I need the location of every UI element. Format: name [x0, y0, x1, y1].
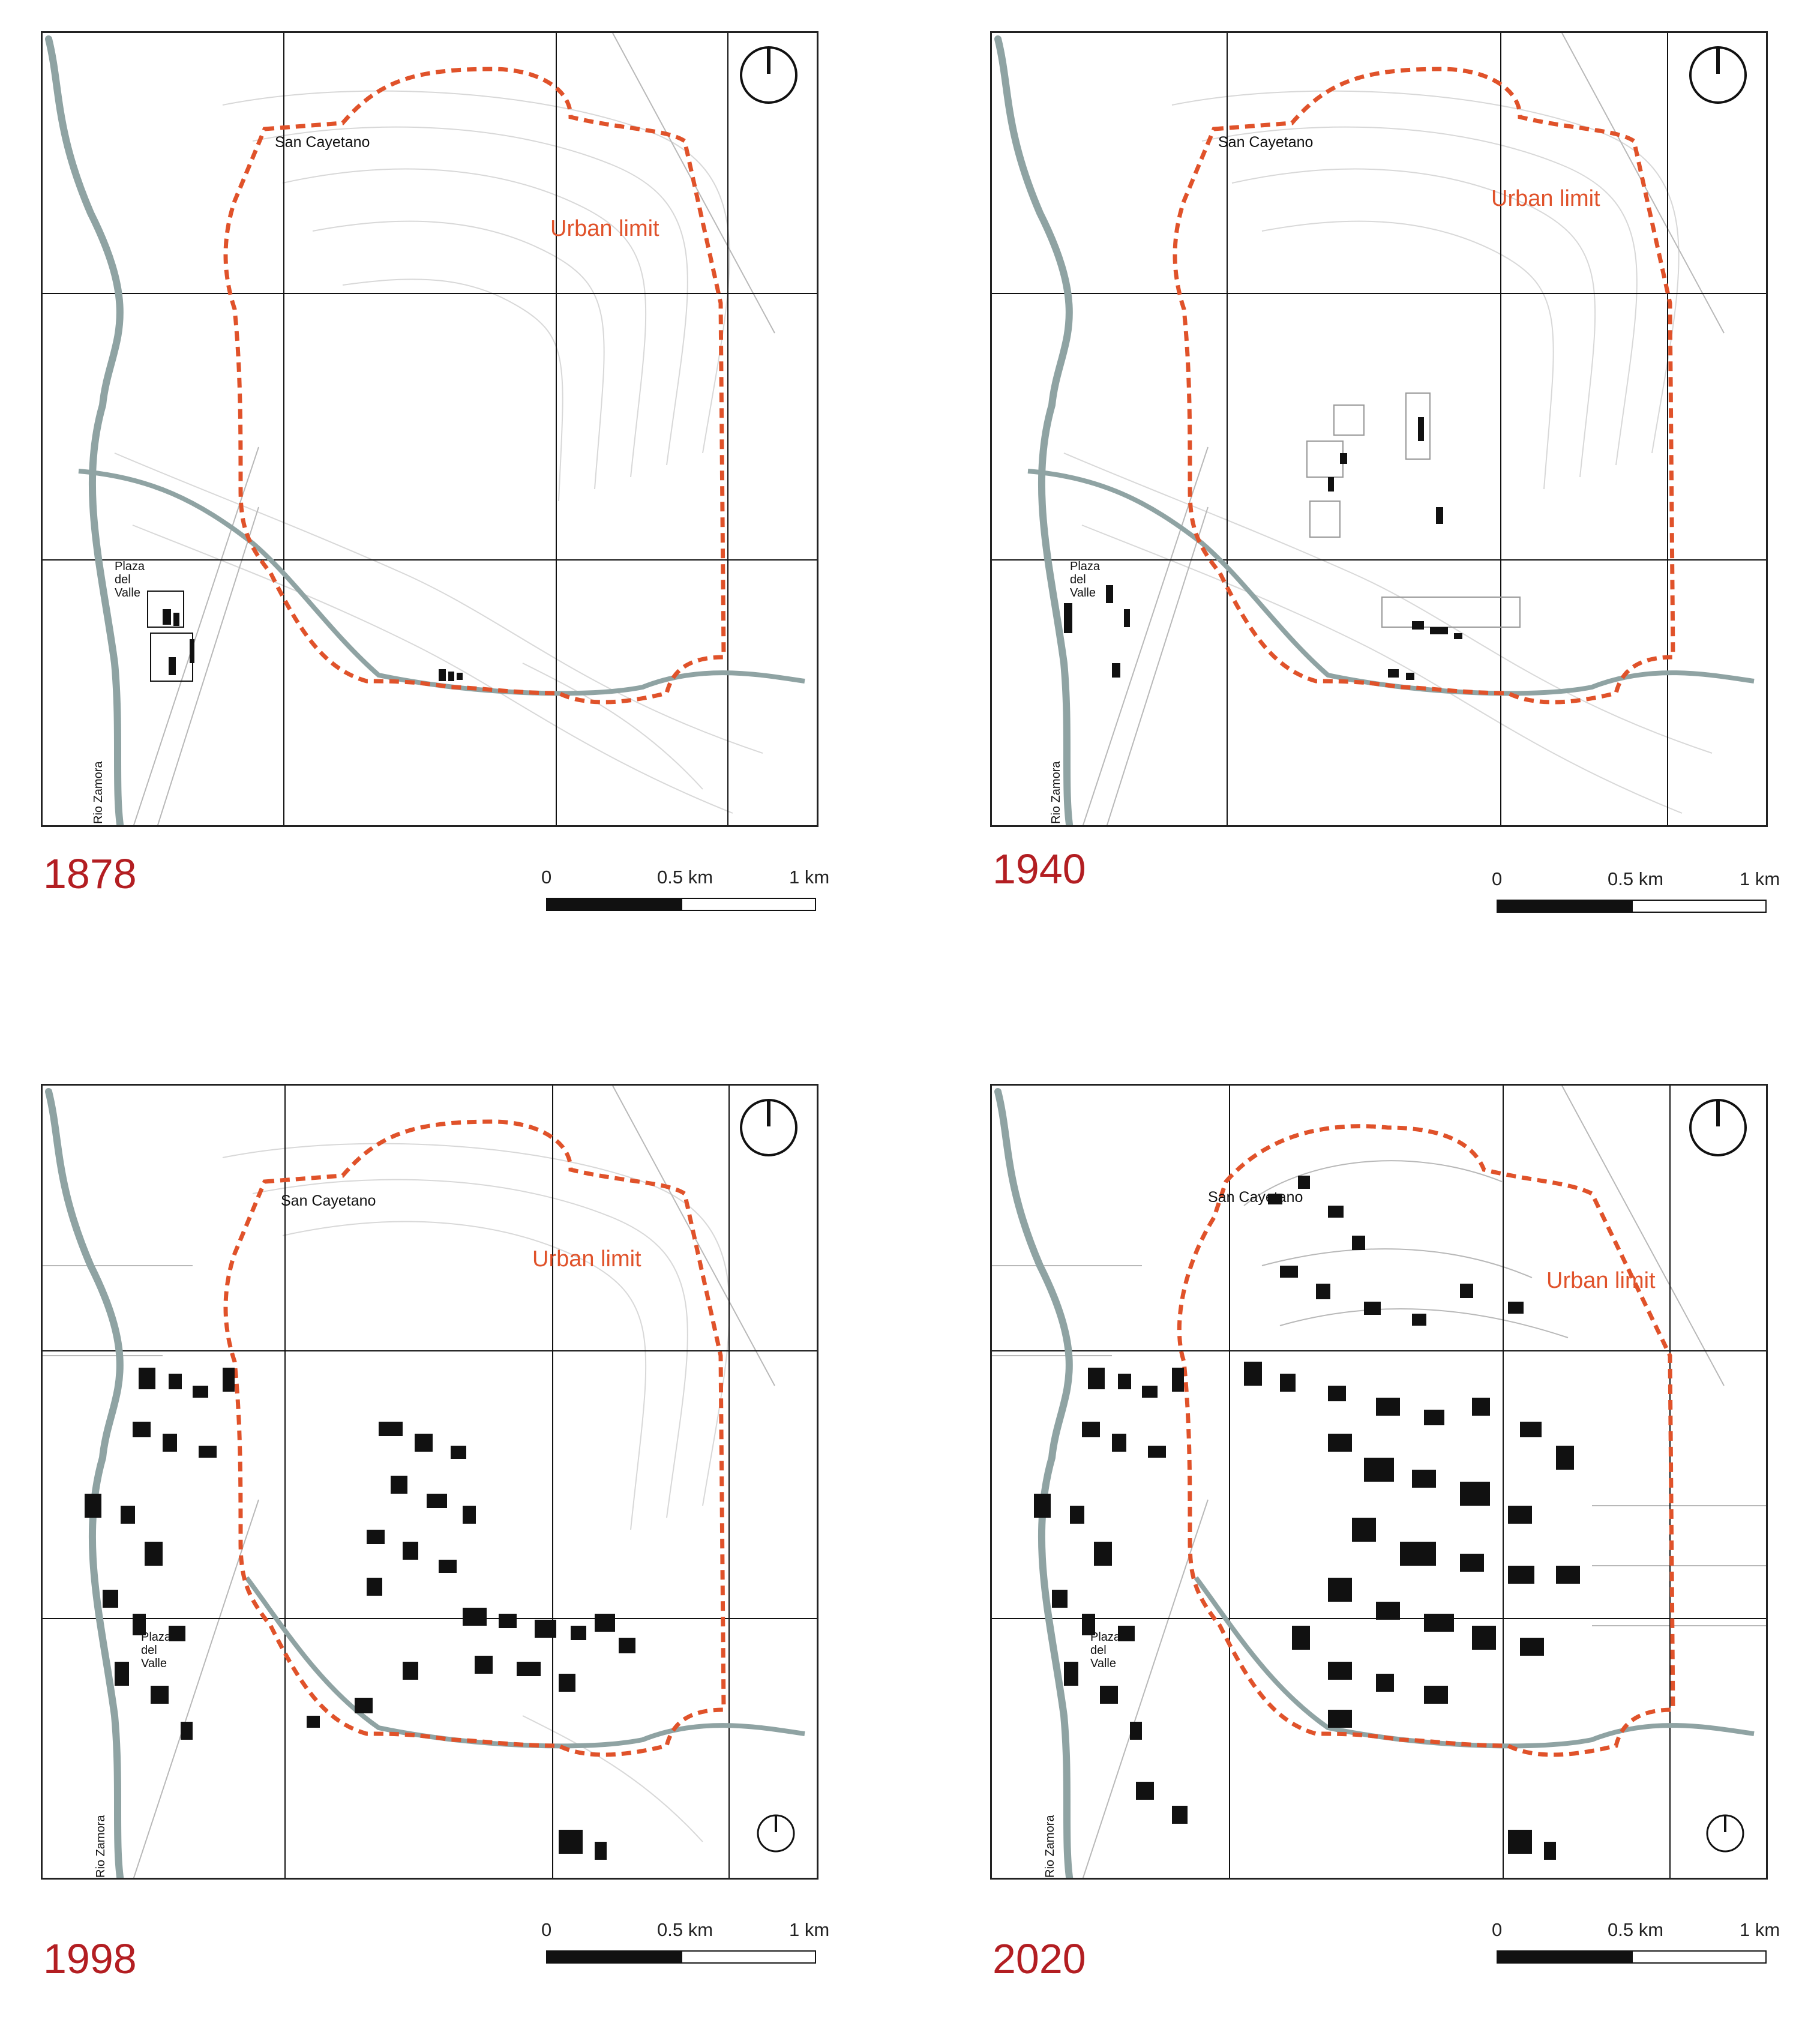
buildings	[85, 1368, 635, 1860]
scale-tick-half: 0.5 km	[657, 1919, 713, 1940]
scale-tick-1: 1 km	[1740, 868, 1780, 889]
map-panel-1940: San Cayetano Urban limit Plaza del Valle R…	[990, 31, 1820, 991]
map-canvas	[43, 1086, 817, 1878]
river	[994, 35, 1074, 825]
map-panel-1998: San Cayetano Urban limit Plaza del Valle R…	[41, 1084, 881, 2044]
plaza-del-valle-label: Plaza del Valle	[115, 560, 145, 600]
map-frame: San Cayetano Urban limit Plaza del Valle R…	[990, 31, 1768, 827]
stream	[1027, 469, 1755, 696]
scale-bar: 0 0.5 km 1 km	[541, 867, 829, 915]
roads	[43, 1086, 775, 1878]
scale-tick-1: 1 km	[789, 1919, 830, 1940]
map-frame: San Cayetano Urban limit Plaza del Valle R…	[41, 31, 818, 827]
place-label-san-cayetano: San Cayetano	[281, 1192, 376, 1209]
urban-limit-boundary	[223, 67, 726, 705]
place-label-san-cayetano: San Cayetano	[1208, 1189, 1303, 1206]
urban-limit-label: Urban limit	[1491, 186, 1600, 211]
river-label: Rio Zamora	[1050, 761, 1063, 824]
stream	[1194, 1576, 1755, 1749]
scale-bar-white	[1632, 900, 1767, 913]
year-label: 1998	[43, 1935, 137, 1982]
urban-limit-label: Urban limit	[1546, 1268, 1656, 1293]
plaza-del-valle-label: Plaza del Valle	[141, 1631, 172, 1670]
scale-tick-1: 1 km	[1740, 1919, 1780, 1940]
scale-bar: 0 0.5 km 1 km	[1492, 868, 1780, 916]
map-frame: San Cayetano Urban limit Plaza del Valle R…	[990, 1084, 1768, 1880]
river	[45, 1088, 124, 1878]
river	[994, 1088, 1074, 1878]
scale-bar-black	[1497, 900, 1632, 913]
scale-bar-black	[546, 1950, 681, 1964]
year-label: 1878	[43, 850, 137, 897]
map-frame: San Cayetano Urban limit Plaza del Valle R…	[41, 1084, 818, 1880]
urban-limit-boundary	[1177, 1124, 1675, 1757]
blocks	[1306, 392, 1521, 628]
scale-bar-white	[1632, 1950, 1767, 1964]
year-label: 1940	[993, 846, 1086, 892]
roads	[133, 33, 775, 825]
grid-lines	[992, 33, 1766, 825]
scale-bar-black	[1497, 1950, 1632, 1964]
scale-tick-1: 1 km	[789, 867, 830, 888]
scale-tick-half: 0.5 km	[1608, 868, 1664, 889]
scale-tick-0: 0	[1492, 1919, 1503, 1940]
map-panel-2020: San Cayetano Urban limit Plaza del Valle R…	[990, 1084, 1820, 2044]
contour-lines	[114, 90, 763, 814]
river-label: Rio Zamora	[92, 761, 105, 824]
plaza-del-valle-label: Plaza del Valle	[1090, 1631, 1121, 1670]
river-label: Rio Zamora	[1044, 1815, 1057, 1878]
scale-bar: 0 0.5 km 1 km	[1492, 1919, 1780, 1967]
plaza-del-valle-label: Plaza del Valle	[1070, 560, 1101, 600]
place-label-san-cayetano: San Cayetano	[1218, 134, 1314, 151]
scale-bar-white	[681, 1950, 816, 1964]
grid-lines	[43, 1086, 817, 1878]
scale-tick-half: 0.5 km	[1608, 1919, 1664, 1940]
contour-lines	[222, 1143, 730, 1842]
buildings	[1064, 417, 1462, 680]
buildings	[147, 591, 463, 682]
scale-bar-white	[681, 898, 816, 911]
place-label-san-cayetano: San Cayetano	[275, 134, 370, 151]
river-label: Rio Zamora	[94, 1815, 107, 1878]
buildings	[1034, 1176, 1580, 1860]
map-canvas	[43, 33, 817, 825]
scale-tick-0: 0	[541, 867, 552, 888]
urban-limit-label: Urban limit	[532, 1246, 641, 1272]
urban-limit-boundary	[1173, 67, 1675, 705]
map-canvas	[992, 33, 1766, 825]
roads	[992, 1086, 1766, 1878]
map-panel-1878: San Cayetano Urban limit Plaza del Valle R…	[41, 31, 881, 991]
urban-limit-label: Urban limit	[550, 216, 659, 241]
roads	[1082, 33, 1725, 825]
scale-tick-half: 0.5 km	[657, 867, 713, 888]
scale-bar-black	[546, 898, 681, 911]
stream	[78, 469, 805, 696]
scale-tick-0: 0	[1492, 868, 1503, 889]
contour-lines	[1063, 90, 1713, 814]
map-canvas	[992, 1086, 1766, 1878]
scale-tick-0: 0	[541, 1919, 552, 1940]
grid-lines	[992, 1086, 1766, 1878]
river	[45, 35, 124, 825]
scale-bar: 0 0.5 km 1 km	[541, 1919, 829, 1967]
year-label: 2020	[993, 1935, 1086, 1982]
urban-limit-boundary	[223, 1119, 726, 1757]
grid-lines	[43, 33, 817, 825]
